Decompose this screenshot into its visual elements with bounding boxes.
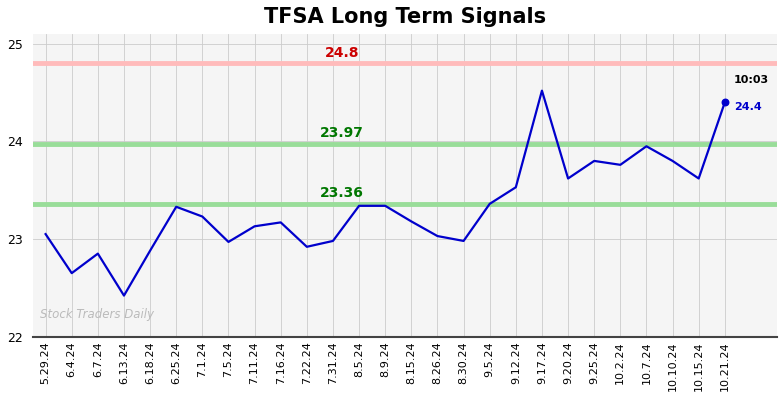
Text: 23.97: 23.97 — [320, 127, 364, 140]
Text: 24.4: 24.4 — [734, 102, 762, 112]
Text: 24.8: 24.8 — [325, 45, 359, 59]
Text: 23.36: 23.36 — [320, 186, 364, 200]
Text: 10:03: 10:03 — [734, 75, 769, 85]
Text: Stock Traders Daily: Stock Traders Daily — [40, 308, 154, 322]
Point — [719, 99, 731, 105]
Title: TFSA Long Term Signals: TFSA Long Term Signals — [263, 7, 546, 27]
